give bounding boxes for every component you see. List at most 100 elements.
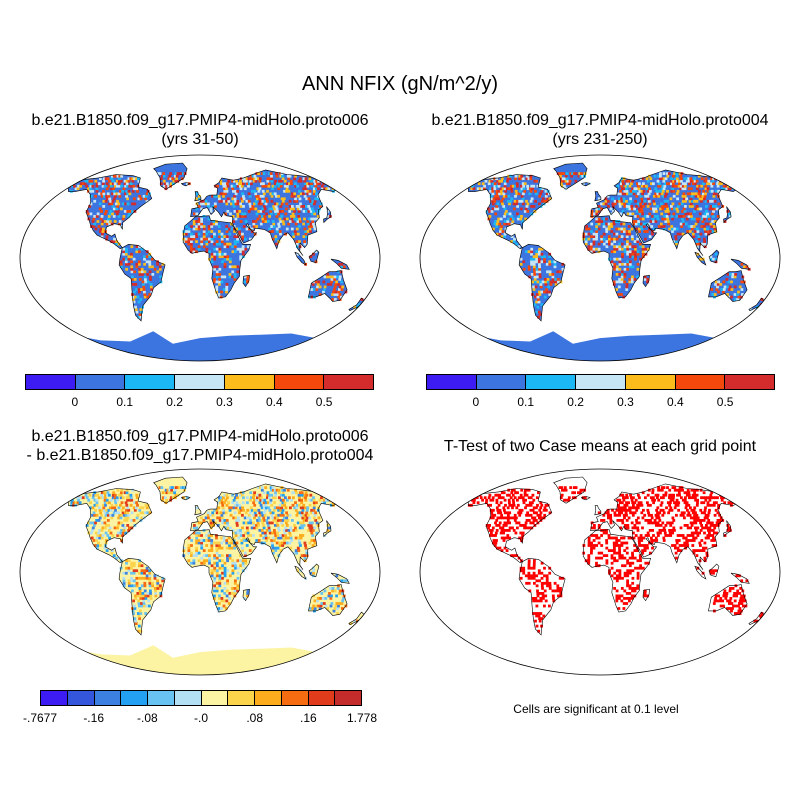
coastline-borneo [308,563,320,577]
cb2-swatch-3 [576,375,626,389]
coastline-britain [194,191,202,202]
coastline-africa [182,215,252,299]
coastline-australia [308,270,348,302]
grid-cells [68,172,364,319]
map-border [419,154,781,362]
panel-2-title-line1: b.e21.B1850.f09_g17.PMIP4-midHolo.proto0… [431,112,769,129]
cb3-ticks-label-2: -.08 [136,711,158,725]
cb1-ticks-label-5: 0.5 [315,395,333,409]
coastline-australia [708,584,748,616]
cb3-swatch-6 [201,691,229,705]
coastline-northamerica [467,174,553,250]
cb3-ticks-label-5: .16 [299,711,317,725]
figure-title: ANN NFIX (gN/m^2/y) [301,73,499,95]
coastline-newguinea [330,572,350,584]
panel-3-title: b.e21.B1850.f09_g17.PMIP4-midHolo.proto0… [0,427,400,465]
panel-1-title-line2: (yrs 31-50) [161,131,239,148]
panel-2-title-line2: (yrs 231-250) [552,131,648,148]
coastline-sumatra [294,251,307,266]
coastline-africa [582,529,652,613]
cb1-ticks-label-3: 0.3 [216,395,233,409]
cb3-swatch-2 [94,691,122,705]
coastline-newguinea [730,258,750,270]
map-border [419,468,781,676]
cb2-ticks-label-0: 0 [472,395,480,409]
grid-cells [467,486,765,633]
coastline-iceland [580,496,591,501]
map-border [19,468,381,676]
coastline-northamerica [67,174,153,250]
land-northamerica [68,488,152,563]
coastline-japan [723,206,732,224]
coastline-sumatra [294,565,307,580]
cb1-swatch-5 [274,375,325,389]
coastline-britain [594,505,602,516]
cb1-swatch-6 [324,375,374,389]
cb2-swatch-1 [476,375,527,389]
colorbar-panel-3 [40,690,362,706]
cb3-ticks-label-0: -.7677 [22,711,58,725]
map-border [19,154,381,362]
coastline-sumatra [694,251,707,266]
cb3-swatch-10 [308,691,336,705]
colorbar-panel-1 [25,374,374,390]
cb2-ticks-label-5: 0.5 [716,395,734,409]
coastline-madagascar [642,588,650,602]
panel-3-title-line1: b.e21.B1850.f09_g17.PMIP4-midHolo.proto0… [31,428,369,445]
panel-3-title-line2: - b.e21.B1850.f09_g17.PMIP4-midHolo.prot… [26,447,374,464]
cb3-swatch-7 [228,691,255,705]
cb3-swatch-5 [174,691,202,705]
panel-2-title: b.e21.B1850.f09_g17.PMIP4-midHolo.proto0… [400,111,800,149]
cb2-swatch-0 [427,375,477,389]
coastline-africa [582,215,652,299]
panel-4-title: T-Test of two Case means at each grid po… [400,437,800,456]
cb3-ticks-label-3: -.0 [193,711,209,725]
map-panel-1 [19,154,381,362]
cb3-swatch-4 [148,691,175,705]
map-panel-4 [419,468,781,676]
panel-4-title-line1: T-Test of two Case means at each grid po… [443,438,757,455]
coastline-borneo [308,249,320,263]
cb3-swatch-11 [335,691,361,705]
coastline-northamerica [467,488,553,564]
cb2-ticks-label-3: 0.3 [617,395,634,409]
coastline-greenland [553,162,588,190]
cb3-ticks-label-4: .08 [246,711,263,725]
cb3-swatch-8 [255,691,282,705]
cb3-swatch-9 [281,691,309,705]
cb1-ticks-label-1: 0.1 [116,395,134,409]
cb3-swatch-1 [67,691,95,705]
map-panel-3 [19,468,381,676]
cb2-swatch-5 [675,375,726,389]
coastline-britain [194,505,202,516]
coastline-newguinea [730,572,750,584]
coastline-northamerica [67,488,153,564]
coastline-southamerica [518,557,566,636]
cb1-swatch-2 [125,375,176,389]
cb2-swatch-4 [625,375,676,389]
cb3-ticks-label-1: -.16 [83,711,104,725]
coastline-iceland [180,182,191,187]
cb1-ticks-label-4: 0.4 [265,395,283,409]
coastline-greenland [153,162,188,190]
cb3-ticks-label-6: 1.778 [346,711,378,725]
coastline-iceland [580,182,591,187]
cb1-ticks-label-0: 0 [71,395,79,409]
cb1-swatch-3 [175,375,225,389]
coastline-eurasia [190,483,342,570]
coastline-australia [308,584,348,616]
coastline-southamerica [118,243,166,322]
coastline-japan [723,520,732,538]
colorbar-panel-2 [426,374,775,390]
coastline-eurasia [590,169,742,256]
coastline-southamerica [118,557,166,636]
coastline-japan [323,520,332,538]
grid-cells [468,172,764,319]
cb2-ticks-label-1: 0.1 [517,395,535,409]
panel-1-title: b.e21.B1850.f09_g17.PMIP4-midHolo.proto0… [0,111,400,149]
cb2-ticks-label-4: 0.4 [666,395,684,409]
coastline-australia [708,270,748,302]
coastline-madagascar [242,274,250,288]
panel-1-title-line1: b.e21.B1850.f09_g17.PMIP4-midHolo.proto0… [31,112,369,129]
cb1-swatch-1 [75,375,126,389]
